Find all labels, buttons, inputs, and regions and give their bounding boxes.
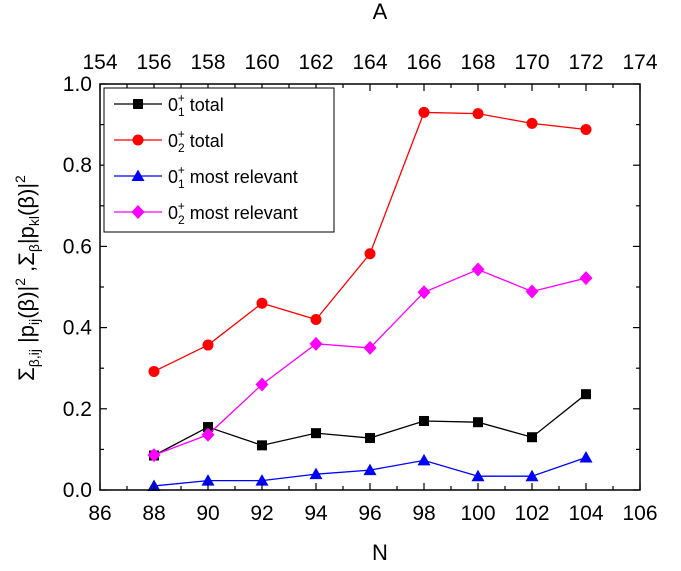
- x-tick-label: 88: [142, 502, 165, 525]
- legend-marker: [132, 134, 144, 146]
- x-tick-label: 86: [88, 502, 111, 525]
- data-point: [525, 469, 539, 482]
- data-point: [525, 284, 539, 299]
- data-point: [579, 271, 593, 286]
- data-point: [419, 415, 429, 426]
- data-point: [203, 422, 213, 433]
- series-layer: [147, 106, 593, 491]
- top-tick-label: 174: [622, 51, 657, 74]
- top-axis-title: A: [373, 0, 388, 24]
- top-tick-label: 158: [190, 51, 225, 74]
- data-point: [255, 377, 269, 392]
- data-point: [257, 440, 267, 451]
- top-tick-label: 156: [136, 51, 171, 74]
- legend-label: 02+ total: [168, 127, 224, 155]
- top-tick-label: 162: [298, 51, 333, 74]
- legend-item: 02+ most relevant: [114, 199, 298, 227]
- data-point: [418, 106, 430, 118]
- legend: 01+ total 02+ total 01+ most relevant 02+ m…: [103, 87, 335, 233]
- data-point: [309, 336, 323, 351]
- x-tick-label: 96: [358, 502, 381, 525]
- x-tick-label: 102: [514, 502, 549, 525]
- data-point: [580, 123, 592, 135]
- legend-item: 01+ most relevant: [114, 163, 298, 191]
- data-point: [256, 297, 268, 309]
- x-tick-label: 90: [196, 502, 219, 525]
- x-tick-label: 104: [568, 502, 603, 525]
- top-tick-label: 154: [82, 51, 117, 74]
- x-tick-label: 98: [412, 502, 435, 525]
- data-point: [364, 248, 376, 260]
- legend-item: 02+ total: [114, 127, 224, 155]
- data-point: [417, 453, 431, 466]
- legend-label: 02+ most relevant: [168, 199, 298, 227]
- data-point: [471, 262, 485, 277]
- top-tick-label: 166: [406, 51, 441, 74]
- data-point: [473, 417, 483, 428]
- data-point: [148, 365, 160, 377]
- legend-box: [103, 87, 335, 233]
- data-point: [365, 433, 375, 444]
- data-point: [526, 117, 538, 129]
- legend-marker: [133, 99, 143, 109]
- top-tick-label: 160: [244, 51, 279, 74]
- legend-marker: [131, 169, 145, 181]
- x-tick-label: 92: [250, 502, 273, 525]
- data-point: [309, 467, 323, 480]
- data-point: [201, 427, 215, 442]
- legend-label: 01+ most relevant: [168, 163, 298, 191]
- data-point: [579, 451, 593, 463]
- data-point: [471, 469, 485, 482]
- y-tick-label: 0.8: [63, 154, 92, 177]
- top-tick-label: 168: [460, 51, 495, 74]
- y-tick-label: 1.0: [63, 73, 92, 96]
- series-3: [147, 451, 593, 491]
- y-tick-label: 0.0: [63, 479, 92, 502]
- legend-marker: [131, 205, 145, 219]
- data-point: [363, 340, 377, 355]
- x-tick-label: 94: [304, 502, 328, 525]
- y-tick-label: 0.6: [63, 235, 92, 258]
- data-point: [310, 313, 322, 325]
- data-point: [255, 474, 269, 486]
- y-tick-label: 0.4: [63, 317, 93, 340]
- top-tick-label: 164: [352, 51, 387, 74]
- data-point: [417, 285, 431, 300]
- data-point: [363, 463, 377, 476]
- legend-label: 01+ total: [168, 91, 224, 119]
- axis-layer: 86 88 90 92 94 96 98 100 102 104 106 154 156 158 160 16…: [63, 51, 658, 525]
- x-tick-label: 106: [622, 502, 657, 525]
- top-tick-label: 172: [568, 51, 603, 74]
- y-axis-title: Σβ,ij |pij(β)|2 ,Σβ|pkl(β)|2: [12, 175, 42, 381]
- series-2: [148, 106, 592, 377]
- data-point: [147, 448, 161, 463]
- data-point: [472, 108, 484, 120]
- x-tick-label: 100: [460, 502, 495, 525]
- top-tick-label: 170: [514, 51, 549, 74]
- y-tick-label: 0.2: [63, 398, 92, 421]
- x-axis-title: N: [372, 540, 388, 565]
- legend-item: 01+ total: [114, 91, 224, 119]
- data-point: [527, 432, 537, 443]
- data-point: [311, 428, 321, 439]
- data-point: [201, 474, 215, 486]
- data-point: [581, 389, 591, 400]
- data-point: [202, 339, 214, 351]
- series-4: [147, 262, 593, 463]
